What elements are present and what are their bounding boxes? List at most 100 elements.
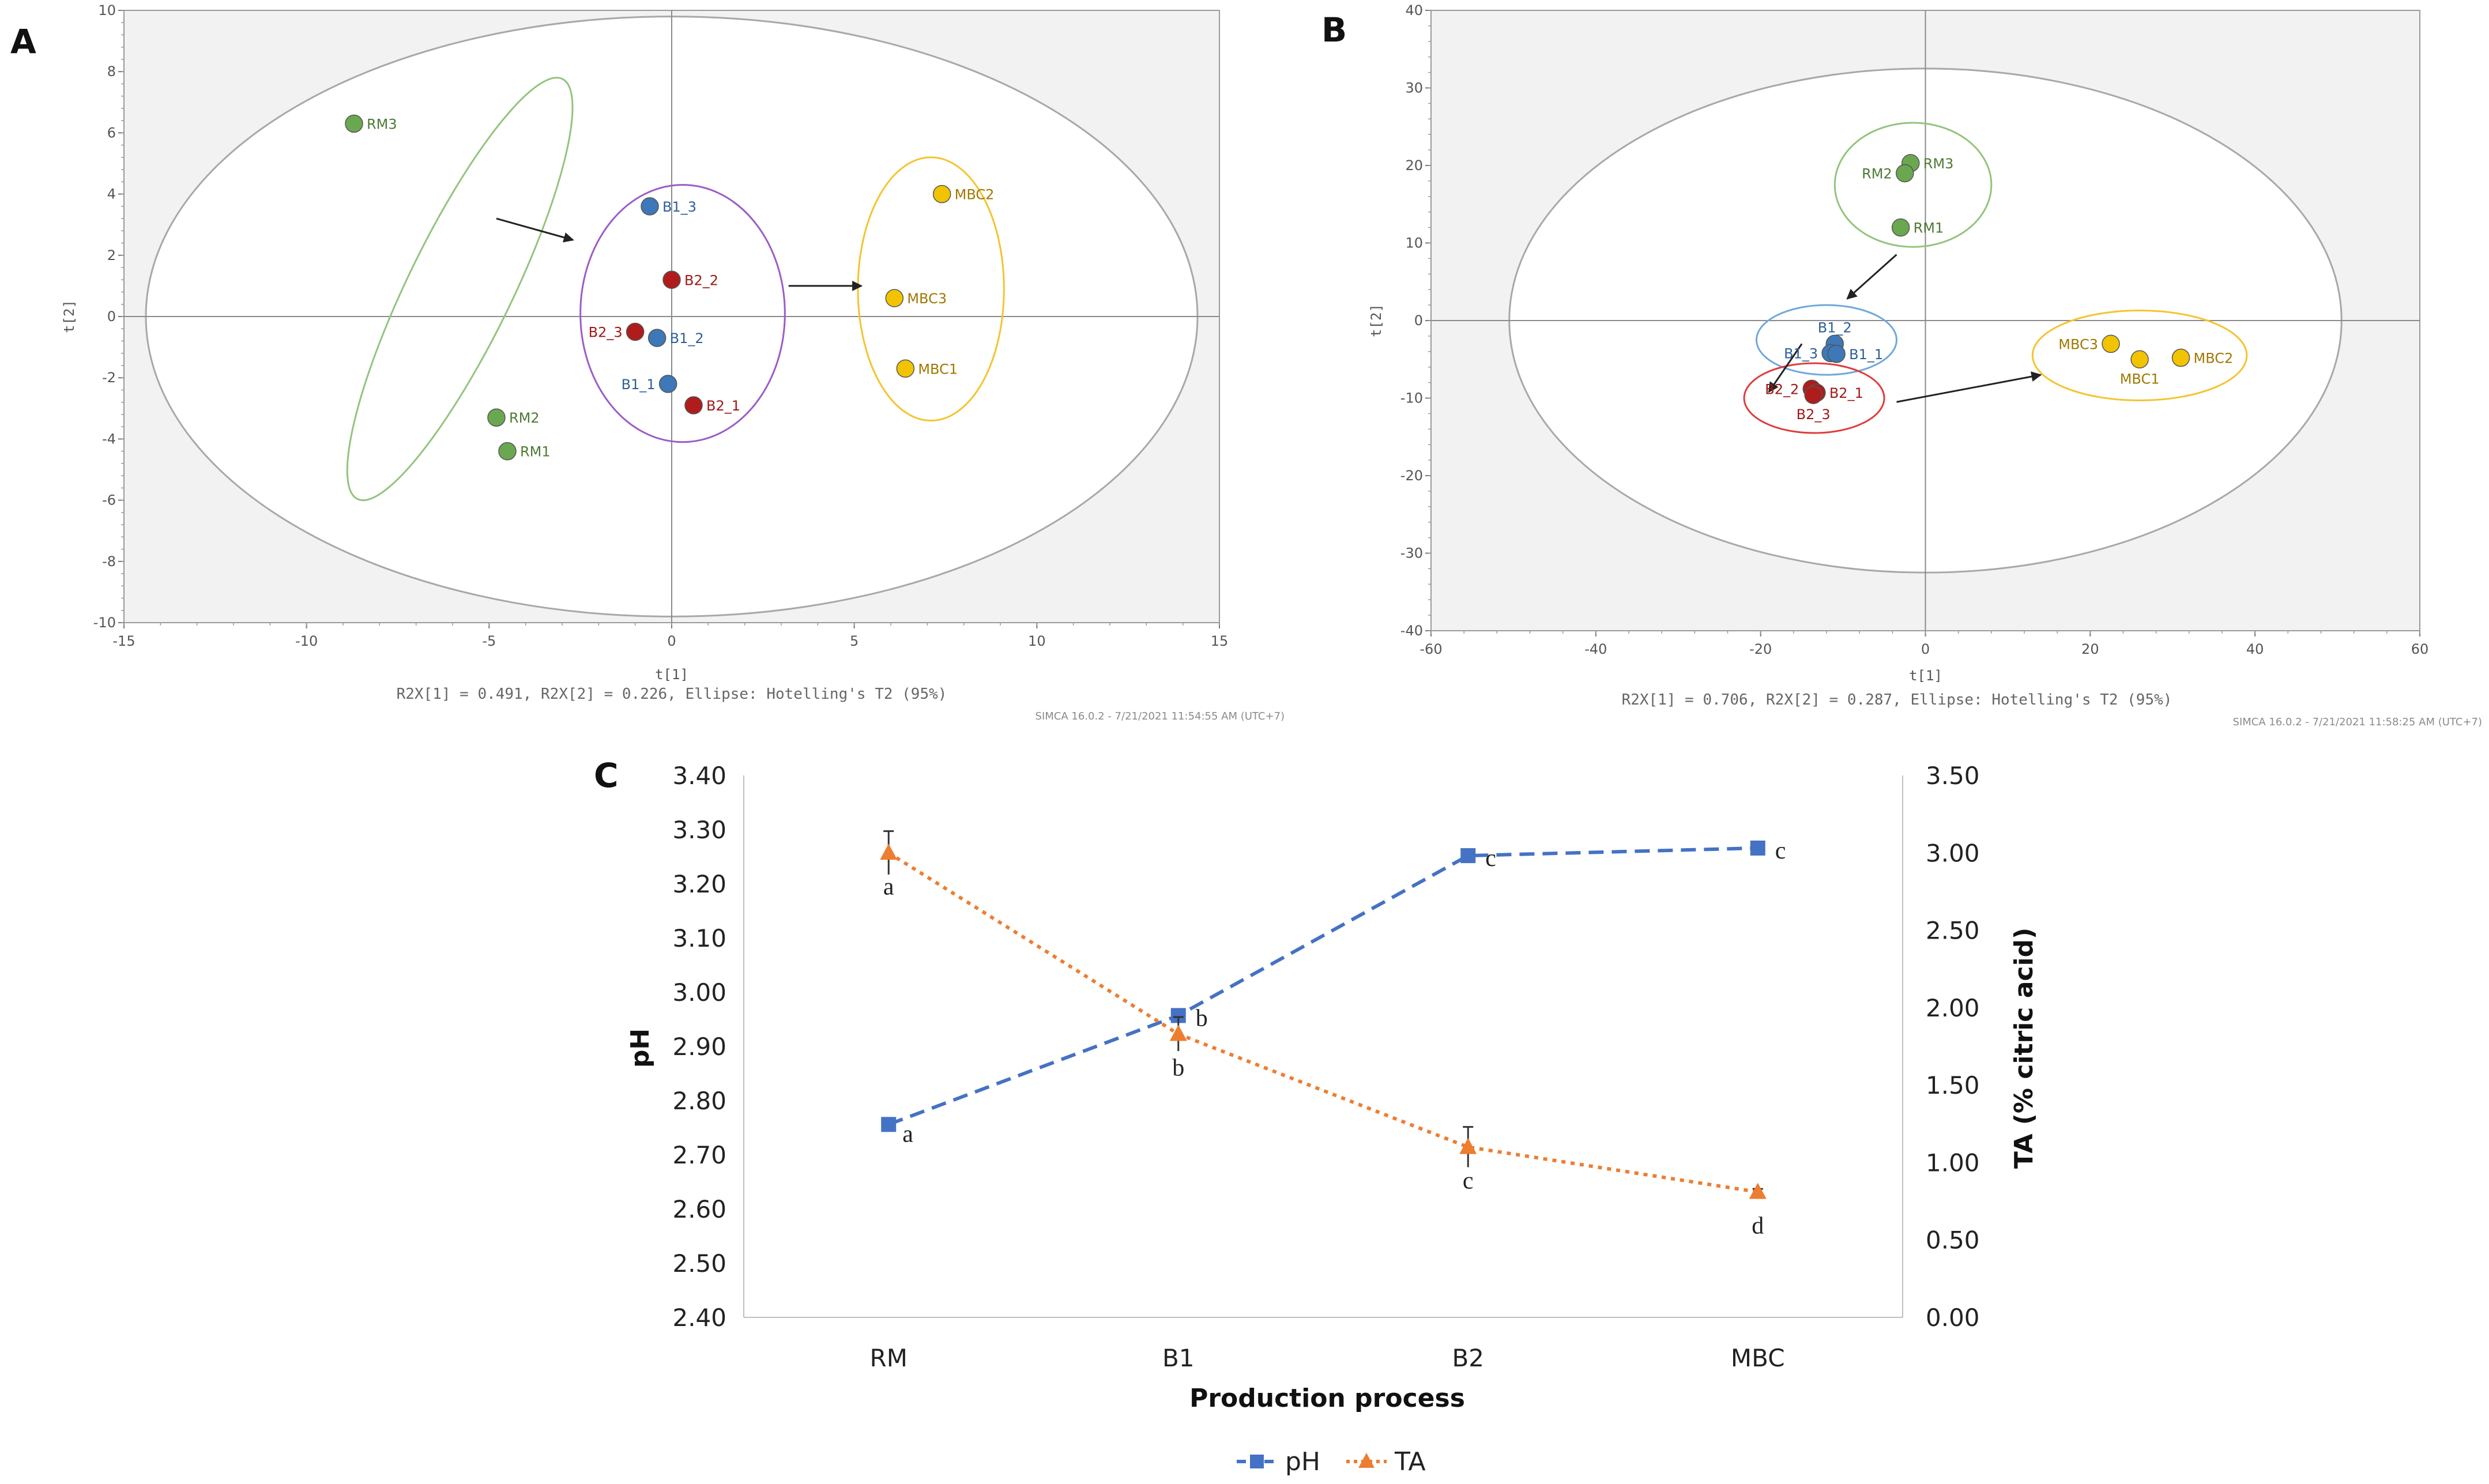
- panel-a-group-ellipse-rm: [346, 77, 574, 502]
- panel-a-point-label: RM2: [509, 410, 540, 426]
- panel-b-ytick-label: 10: [1405, 235, 1423, 251]
- panel-c-y2tick-label: 0.00: [1926, 1304, 1980, 1332]
- panel-c-category-label: B1: [1162, 1344, 1195, 1372]
- panel-b-arrow: [1768, 343, 1803, 393]
- panel-b-point-mbc1: [2130, 350, 2149, 368]
- panel-b-point-label: RM2: [1862, 165, 1892, 182]
- panel-c-ytick-label: 2.50: [672, 1249, 726, 1278]
- panel-c-category-label: B2: [1452, 1344, 1484, 1372]
- panel-b-arrow: [1846, 254, 1897, 300]
- panel-b-ytick-label: 20: [1405, 157, 1423, 174]
- panel-b-footer: SIMCA 16.0.2 - 7/21/2021 11:58:25 AM (UT…: [2233, 716, 2482, 728]
- panel-a-ytick-label: 0: [107, 308, 116, 325]
- panel-c-ph-marker: [1460, 848, 1476, 864]
- panel-b-point-label: B1_3: [1784, 345, 1818, 361]
- panel-c-ytick-label: 2.60: [672, 1195, 726, 1223]
- panel-c-ph-letter: b: [1196, 1005, 1208, 1031]
- panel-a-ylabel: t[2]: [61, 300, 77, 333]
- panel-c-ta-line: [887, 851, 1759, 1194]
- panel-b-xlabel: t[1]: [1909, 668, 1942, 684]
- panel-b-point-label: B1_1: [1849, 346, 1883, 363]
- panel-c-y2tick-label: 3.00: [1926, 839, 1980, 867]
- panel-a-ytick-label: -10: [93, 615, 116, 631]
- panel-c-ytick-label: 3.00: [672, 978, 726, 1007]
- panel-a-xlabel: t[1]: [655, 666, 688, 683]
- panel-c-ytick-label: 3.40: [672, 762, 726, 790]
- panel-c-ta-letter: a: [883, 873, 894, 900]
- panel-b-xtick-label: 40: [2246, 641, 2264, 657]
- panel-c-ph-letter: c: [1775, 838, 1786, 864]
- panel-a-point-label: B1_2: [670, 330, 704, 346]
- panel-a-footer: SIMCA 16.0.2 - 7/21/2021 11:54:55 AM (UT…: [1035, 710, 1285, 722]
- panel-c-ytick-label: 3.30: [672, 816, 726, 844]
- panel-a-group-ellipse-b1b2: [579, 184, 786, 443]
- panel-b-xtick-label: -60: [1419, 641, 1442, 657]
- panel-c-ytick-label: 3.20: [672, 870, 726, 898]
- panel-a-point-b1_2: [647, 329, 667, 347]
- panel-c-ylabel: pH: [626, 1029, 655, 1068]
- panel-b-group-ellipse-mbc: [2031, 310, 2248, 402]
- panel-b-xtick-label: -20: [1749, 641, 1772, 657]
- panel-c-ta-letter: b: [1172, 1055, 1184, 1082]
- panel-c-y2tick-label: 1.50: [1926, 1071, 1980, 1099]
- panel-b-point-label: B2_2: [1765, 381, 1799, 397]
- panel-c-ytick-label: 2.80: [672, 1087, 726, 1115]
- panel-c-y2tick-label: 1.00: [1926, 1148, 1980, 1177]
- legend-ph-label: pH: [1285, 1447, 1320, 1477]
- panel-c-y2tick-label: 2.00: [1926, 994, 1980, 1022]
- panel-c-ytick-label: 2.40: [672, 1304, 726, 1332]
- panel-b-ytick-label: -40: [1400, 623, 1423, 639]
- legend-ta-marker: [1358, 1453, 1375, 1468]
- panel-a-ytick-label: -6: [102, 492, 116, 509]
- panel-c-ta-marker: [1749, 1182, 1767, 1199]
- panel-a-point-label: MBC2: [955, 187, 995, 203]
- panel-c-ta-marker: [1459, 1138, 1477, 1154]
- panel-a-ytick-label: 4: [107, 186, 116, 202]
- panel-b-point-b2_3: [1804, 386, 1822, 404]
- panel-c-xlabel: Production process: [1189, 1384, 1465, 1413]
- legend-ph-marker: [1250, 1455, 1264, 1468]
- panel-b-xtick-label: 0: [1921, 641, 1930, 657]
- panel-a-point-label: B2_2: [684, 272, 718, 288]
- panel-a-point-label: B1_3: [662, 199, 696, 215]
- panel-b-point-b1_1: [1827, 345, 1846, 363]
- panel-c-ytick-label: 2.90: [672, 1033, 726, 1061]
- panel-a-point-mbc2: [932, 184, 951, 204]
- panel-b-ytick-label: 0: [1414, 312, 1423, 329]
- panel-b-arrow: [1896, 371, 2042, 403]
- panel-c: C 2.40 2.50 2.60 2.70 2.80 2.90 3.00 3.10 3.20 3.…: [594, 756, 2039, 1477]
- panel-c-ph-marker: [1750, 840, 1765, 856]
- panel-b-label: B: [1321, 10, 1347, 50]
- panel-c-ytick-label: 3.10: [672, 924, 726, 952]
- panel-b-point-label: MBC3: [2058, 336, 2098, 352]
- panel-b-point-label: MBC2: [2194, 351, 2234, 367]
- panel-a-xtick-label: -10: [295, 633, 318, 649]
- panel-b-group-ellipse-b2: [1743, 362, 1885, 434]
- panel-a-ytick-label: -8: [102, 553, 116, 570]
- legend-ta-label: TA: [1394, 1447, 1426, 1477]
- panel-a-point-label: B2_3: [589, 325, 623, 341]
- panel-a-ytick-label: 2: [107, 247, 116, 263]
- panel-b-point-rm1: [1891, 218, 1910, 237]
- panel-a-point-label: B2_1: [706, 398, 740, 414]
- panel-c-y2tick-label: 3.50: [1926, 762, 1980, 790]
- panel-b-xtick-label: 60: [2411, 641, 2429, 657]
- panel-c-ta-marker: [1169, 1025, 1187, 1041]
- panel-a-xtick-label: 10: [1028, 633, 1046, 649]
- panel-a-ytick-label: 8: [107, 63, 116, 80]
- panel-a-point-b2_1: [684, 396, 703, 415]
- panel-a-point-mbc1: [896, 359, 915, 378]
- panel-c-ph-letter: a: [902, 1121, 913, 1147]
- panel-a-point-b2_3: [626, 322, 645, 341]
- panel-a-xtick-label: -15: [112, 633, 135, 649]
- panel-a-xtick-label: 0: [667, 633, 676, 649]
- panel-c-ta-marker: [880, 843, 898, 860]
- panel-a-point-mbc3: [885, 289, 904, 307]
- panel-a-point-rm2: [487, 408, 506, 427]
- panel-b: B -60 -40 -20 0 20 40 60 -40 -30 -20 -10 0 10 20 30 40 t…: [1321, 2, 2482, 728]
- panel-b-point-mbc2: [2171, 348, 2190, 367]
- panel-b-ytick-label: -10: [1400, 390, 1423, 406]
- panel-a-point-label: B1_1: [622, 376, 656, 393]
- panel-c-y2tick-label: 2.50: [1926, 917, 1980, 945]
